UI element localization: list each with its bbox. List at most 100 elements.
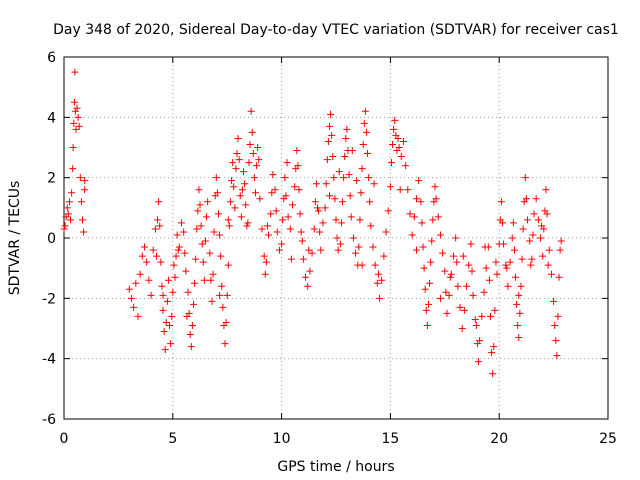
data-point bbox=[427, 258, 435, 266]
data-point bbox=[397, 153, 405, 161]
data-point bbox=[556, 246, 564, 254]
data-point bbox=[513, 300, 521, 308]
data-point bbox=[459, 252, 467, 260]
data-point bbox=[553, 352, 561, 360]
data-point bbox=[68, 189, 76, 197]
data-point bbox=[156, 222, 164, 230]
data-point bbox=[419, 243, 427, 251]
data-point bbox=[538, 222, 546, 230]
data-point bbox=[189, 300, 197, 308]
data-point bbox=[73, 104, 81, 112]
data-point bbox=[329, 153, 337, 161]
data-point bbox=[337, 219, 345, 227]
data-point bbox=[244, 219, 252, 227]
data-point bbox=[386, 183, 394, 191]
data-point bbox=[450, 252, 458, 260]
data-point bbox=[192, 255, 200, 263]
data-point bbox=[415, 177, 423, 185]
data-point bbox=[384, 207, 392, 215]
data-point bbox=[147, 291, 155, 299]
data-point bbox=[555, 273, 563, 281]
data-point bbox=[328, 131, 336, 139]
data-point bbox=[81, 177, 89, 185]
data-point bbox=[256, 195, 264, 203]
data-point bbox=[460, 306, 468, 314]
data-point bbox=[515, 291, 523, 299]
data-point bbox=[199, 258, 207, 266]
y-tick-label: 4 bbox=[47, 110, 56, 126]
data-point bbox=[224, 261, 232, 269]
data-point bbox=[60, 225, 68, 233]
data-point bbox=[429, 216, 437, 224]
y-tick-label: 2 bbox=[47, 171, 56, 187]
data-points bbox=[60, 68, 565, 378]
data-point bbox=[164, 276, 172, 284]
data-point bbox=[157, 258, 165, 266]
data-point bbox=[186, 331, 194, 339]
data-point bbox=[418, 219, 426, 227]
data-point bbox=[250, 174, 258, 182]
data-point bbox=[253, 162, 261, 170]
data-point bbox=[272, 207, 280, 215]
data-point bbox=[554, 312, 562, 320]
x-tick-label: 25 bbox=[599, 431, 617, 447]
data-point bbox=[408, 231, 416, 239]
data-point bbox=[223, 291, 231, 299]
data-point bbox=[480, 288, 488, 296]
data-point bbox=[74, 113, 82, 121]
data-point bbox=[278, 240, 286, 248]
x-tick-label: 20 bbox=[490, 431, 508, 447]
data-point bbox=[306, 267, 314, 275]
data-point bbox=[308, 249, 316, 257]
data-point bbox=[342, 134, 350, 142]
data-point bbox=[297, 228, 305, 236]
y-tick-label: -6 bbox=[42, 412, 56, 428]
data-point bbox=[193, 225, 201, 233]
data-point bbox=[391, 116, 399, 124]
data-point bbox=[356, 216, 364, 224]
data-point bbox=[269, 171, 277, 179]
data-point bbox=[528, 255, 536, 263]
data-point bbox=[369, 243, 377, 251]
data-point bbox=[218, 282, 226, 290]
data-point bbox=[184, 288, 192, 296]
data-point bbox=[537, 234, 545, 242]
data-point bbox=[317, 246, 325, 254]
data-point bbox=[231, 204, 239, 212]
data-point bbox=[380, 252, 388, 260]
data-point bbox=[293, 147, 301, 155]
data-point bbox=[519, 225, 527, 233]
data-point bbox=[324, 137, 332, 145]
data-point bbox=[172, 252, 180, 260]
data-point bbox=[515, 334, 523, 342]
data-point bbox=[362, 128, 370, 136]
data-point bbox=[251, 189, 259, 197]
data-point bbox=[431, 183, 439, 191]
data-point bbox=[539, 252, 547, 260]
data-point bbox=[233, 150, 241, 158]
data-point bbox=[235, 156, 243, 164]
data-point bbox=[404, 186, 412, 194]
data-point bbox=[204, 198, 212, 206]
data-point bbox=[72, 125, 80, 133]
data-point bbox=[367, 222, 375, 230]
data-point bbox=[423, 321, 431, 329]
data-point bbox=[65, 198, 73, 206]
data-point bbox=[417, 198, 425, 206]
data-point bbox=[443, 309, 451, 317]
data-point bbox=[225, 222, 233, 230]
data-point bbox=[258, 225, 266, 233]
data-point bbox=[304, 282, 312, 290]
data-point bbox=[168, 312, 176, 320]
data-point bbox=[162, 318, 170, 326]
data-point bbox=[268, 189, 276, 197]
data-point bbox=[180, 228, 188, 236]
data-point bbox=[175, 243, 183, 251]
data-point bbox=[255, 156, 263, 164]
data-point bbox=[364, 150, 372, 158]
data-point bbox=[249, 150, 257, 158]
x-tick-label: 15 bbox=[381, 431, 399, 447]
data-point bbox=[339, 198, 347, 206]
data-point bbox=[485, 276, 493, 284]
